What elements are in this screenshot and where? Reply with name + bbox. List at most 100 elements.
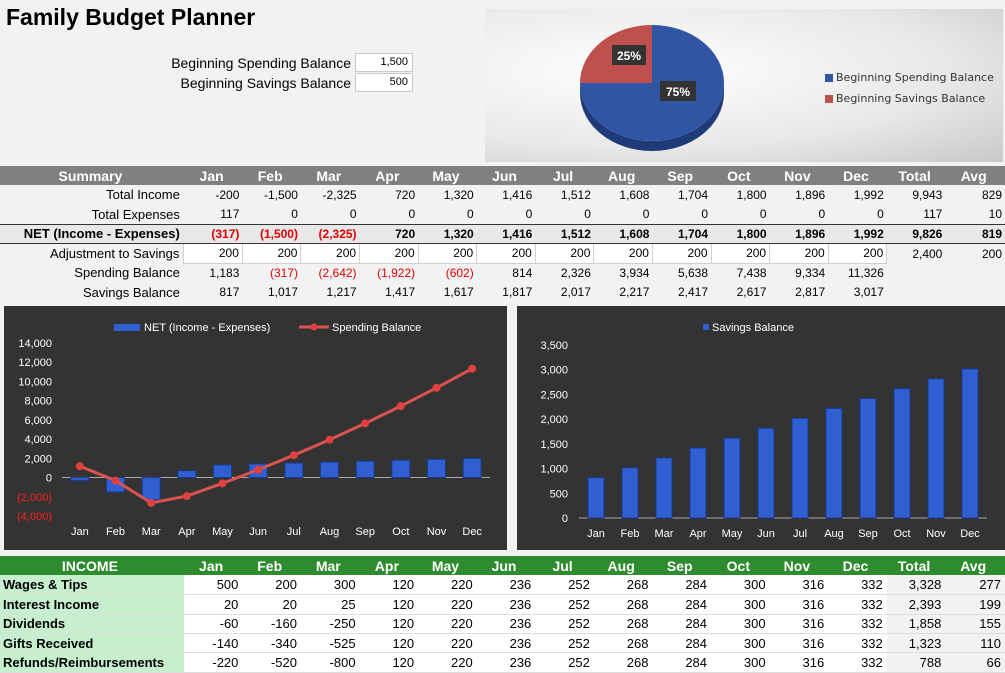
pie-label-spending-bg [660,81,696,101]
net-spending-chart-svg: 14,000 12,000 10,000 8,000 6,000 4,000 2,000 0 (… [17,322,490,538]
summary-cell[interactable]: 200 [534,243,595,264]
income-cell[interactable]: 316 [769,575,829,596]
income-cell[interactable]: 300 [711,575,770,596]
beginning-savings-input[interactable]: 500 [355,73,413,92]
income-cell[interactable]: 220 [418,633,477,654]
income-cell[interactable]: 236 [476,652,536,673]
income-cell[interactable]: 268 [593,652,653,673]
income-cell[interactable]: 332 [828,575,887,596]
income-cell[interactable]: 300 [711,633,770,654]
income-cell[interactable]: 332 [828,633,887,654]
income-cell[interactable]: -250 [300,614,360,635]
summary-cell[interactable]: 200 [359,243,419,264]
spending-balance-point [254,465,263,474]
income-cell[interactable]: 268 [593,594,653,615]
income-cell[interactable]: 236 [476,575,536,596]
income-cell[interactable]: -140 [183,633,243,654]
month-header: Jun [476,556,536,576]
savings-chart[interactable]: 3,500 3,000 2,500 2,000 1,500 1,000 500 0 Jan Feb… [517,306,1005,550]
summary-cell[interactable]: 200 [300,243,361,264]
income-cell[interactable]: 20 [242,594,301,615]
income-cell[interactable]: 200 [242,575,301,596]
summary-cell: 1,512 [560,187,591,202]
summary-cell[interactable]: 200 [710,243,771,264]
income-cell[interactable]: 268 [593,575,653,596]
pie-chart[interactable]: 25% 75% Beginning Spending Balance Begin… [485,9,1003,162]
income-cell[interactable]: 268 [593,614,653,635]
income-cell[interactable]: 120 [359,652,419,673]
income-cell[interactable]: 300 [300,575,360,596]
x-tick-label: Feb [621,528,640,540]
income-cell[interactable]: 316 [769,594,829,615]
income-cell[interactable]: 252 [535,614,594,635]
summary-cell: 0 [408,207,416,221]
pie-legend-item-savings: Beginning Savings Balance [825,88,994,109]
pie-slice-spending[interactable] [580,25,724,141]
income-cell[interactable]: 316 [769,633,829,654]
summary-cell[interactable]: 200 [593,243,653,264]
summary-cell: 720 [395,187,416,202]
y-tick-label: 4,000 [24,434,52,446]
month-header: Sep [652,556,712,576]
income-cell[interactable]: 236 [476,614,536,635]
y-tick-label: (4,000) [17,511,52,523]
legend-label-spending: Beginning Spending Balance [836,71,994,84]
summary-cell[interactable]: 200 [769,243,829,264]
income-cell[interactable]: 300 [711,614,770,635]
income-cell[interactable]: 25 [300,594,360,615]
income-cell[interactable]: -525 [300,633,360,654]
income-cell[interactable]: -60 [183,614,243,635]
income-cell[interactable]: 252 [535,594,594,615]
summary-cell[interactable]: 200 [827,243,888,264]
income-cell[interactable]: 236 [476,633,536,654]
income-cell[interactable]: 20 [183,594,243,615]
income-cell[interactable]: -160 [242,614,301,635]
income-cell[interactable]: 220 [418,575,477,596]
beginning-spending-input[interactable]: 1,500 [355,53,413,72]
y-tick-label: 500 [550,488,568,500]
net-spending-chart[interactable]: 14,000 12,000 10,000 8,000 6,000 4,000 2,000 0 (… [4,306,507,550]
income-cell[interactable]: -520 [242,652,301,673]
income-cell[interactable]: 300 [711,652,770,673]
summary-total-cell [887,283,946,303]
summary-cell[interactable]: 200 [476,243,536,264]
income-cell[interactable]: 300 [711,594,770,615]
summary-cell: 0 [525,207,533,221]
income-cell[interactable]: 316 [769,652,829,673]
income-cell[interactable]: 220 [418,594,477,615]
income-cell[interactable]: 120 [359,575,419,596]
income-cell[interactable]: 236 [476,594,536,615]
income-cell[interactable]: 332 [828,652,887,673]
summary-cell[interactable]: 200 [241,243,302,264]
income-cell[interactable]: 252 [535,575,594,596]
income-cell[interactable]: 220 [418,614,477,635]
income-cell[interactable]: 268 [593,633,653,654]
avg-header: Avg [945,166,1005,185]
income-total-cell: 2,393 [886,594,946,615]
income-cell[interactable]: 220 [418,652,477,673]
income-cell[interactable]: 284 [652,614,712,635]
income-cell[interactable]: 252 [535,652,594,673]
income-cell[interactable]: 252 [535,633,594,654]
summary-cell[interactable]: 200 [183,243,243,264]
income-cell[interactable]: -220 [183,652,243,673]
summary-row: Spending Balance 1,183 (317) (2,642) (1,922)… [0,263,1005,283]
income-cell[interactable]: 120 [359,614,419,635]
income-cell[interactable]: 332 [828,594,887,615]
income-cell[interactable]: 284 [652,652,712,673]
income-cell[interactable]: 332 [828,614,887,635]
x-tick-label: Jan [71,526,89,538]
income-cell[interactable]: 316 [769,614,829,635]
income-cell[interactable]: 500 [183,575,243,596]
income-cell[interactable]: 120 [359,633,419,654]
income-cell[interactable]: 120 [359,594,419,615]
legend-swatch-net [114,324,140,331]
income-header-label: INCOME [0,556,184,576]
income-cell[interactable]: 284 [652,594,712,615]
income-cell[interactable]: 284 [652,633,712,654]
income-cell[interactable]: -340 [242,633,301,654]
income-cell[interactable]: -800 [300,652,360,673]
summary-cell[interactable]: 200 [651,243,712,264]
income-cell[interactable]: 284 [652,575,712,596]
summary-cell[interactable]: 200 [417,243,478,264]
